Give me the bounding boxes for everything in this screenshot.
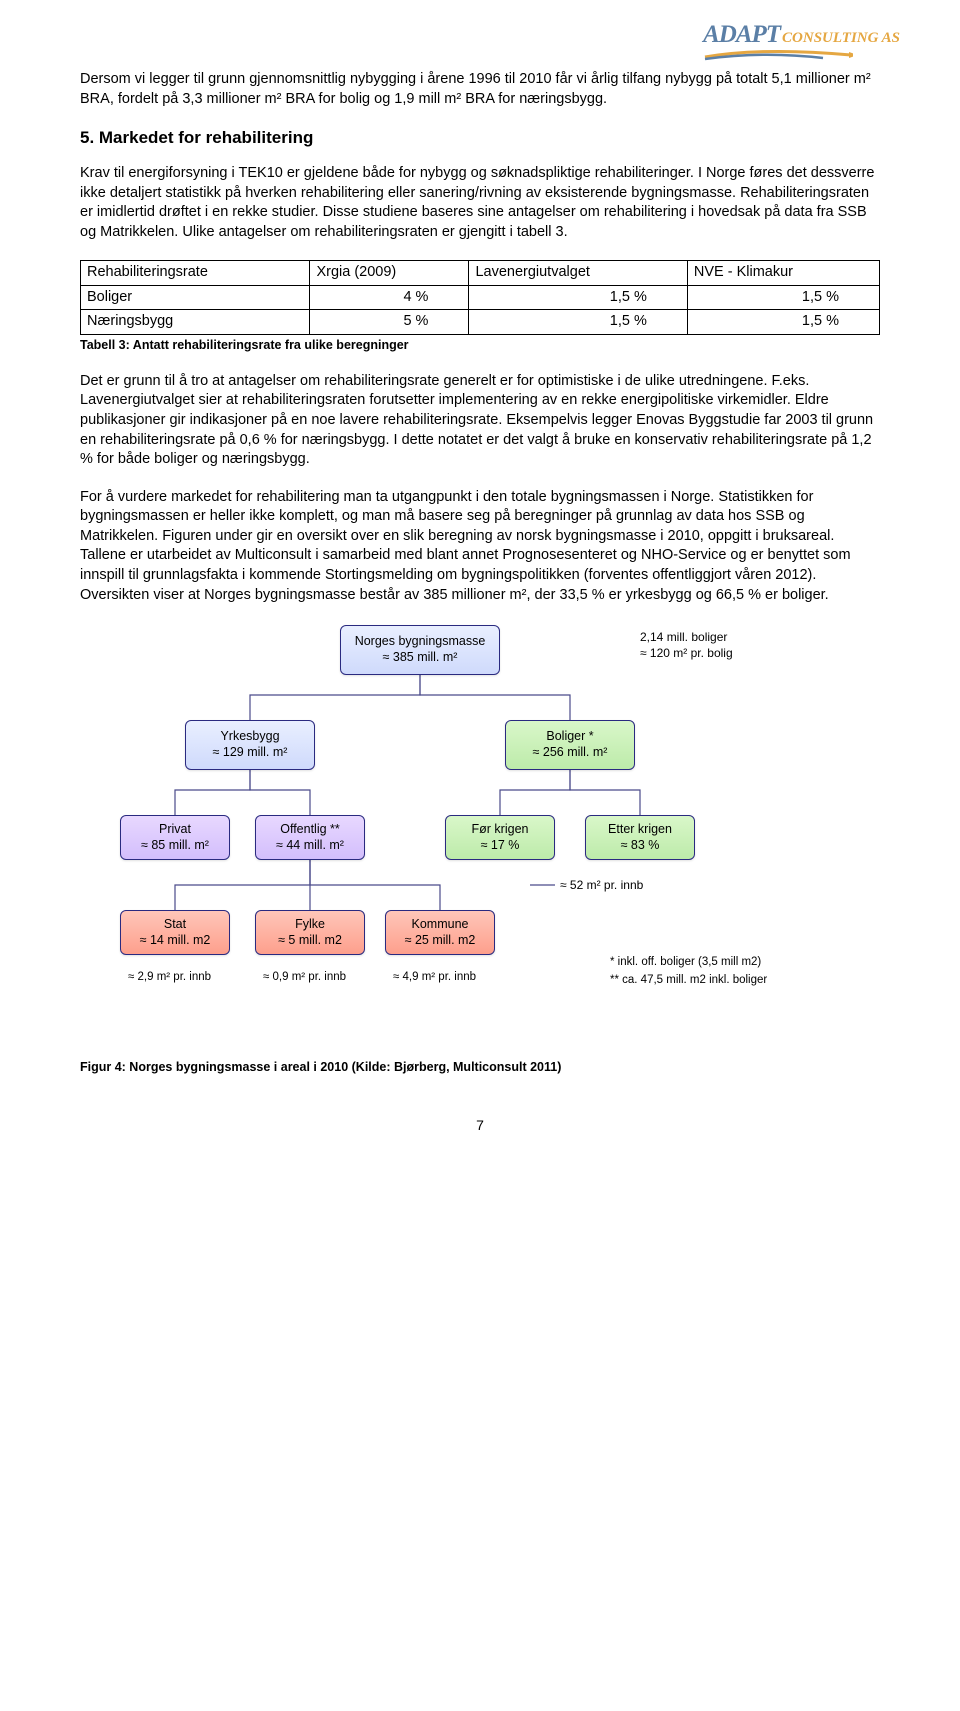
node-title: Stat (127, 917, 223, 933)
node-value: ≈ 44 mill. m² (262, 838, 358, 854)
node-boliger: Boliger * ≈ 256 mill. m² (505, 720, 635, 770)
section-heading: 5. Markedet for rehabilitering (80, 127, 880, 150)
legend-2: ** ca. 47,5 mill. m2 inkl. boliger (610, 973, 767, 988)
node-title: Norges bygningsmasse (347, 634, 493, 650)
node-title: Privat (127, 822, 223, 838)
th: NVE - Klimakur (687, 261, 879, 286)
paragraph-4: For å vurdere markedet for rehabiliterin… (80, 488, 880, 605)
company-logo: ADAPTCONSULTING AS (703, 18, 900, 59)
paragraph-intro: Dersom vi legger til grunn gjennomsnittl… (80, 70, 880, 109)
node-value: ≈ 14 mill. m2 (127, 933, 223, 949)
node-root: Norges bygningsmasse ≈ 385 mill. m² (340, 625, 500, 675)
logo-sub: CONSULTING AS (782, 30, 900, 46)
th: Xrgia (2009) (310, 261, 469, 286)
node-value: ≈ 385 mill. m² (347, 650, 493, 666)
table-header-row: Rehabiliteringsrate Xrgia (2009) Lavener… (81, 261, 880, 286)
node-title: Etter krigen (592, 822, 688, 838)
th: Rehabiliteringsrate (81, 261, 310, 286)
paragraph-3: Det er grunn til å tro at antagelser om … (80, 372, 880, 470)
td: 1,5 % (687, 310, 879, 335)
node-title: Boliger * (512, 729, 628, 745)
td: 4 % (310, 285, 469, 310)
rehab-rate-table: Rehabiliteringsrate Xrgia (2009) Lavener… (80, 260, 880, 335)
node-stat: Stat ≈ 14 mill. m2 (120, 910, 230, 955)
node-offentlig: Offentlig ** ≈ 44 mill. m² (255, 815, 365, 860)
node-fylke: Fylke ≈ 5 mill. m2 (255, 910, 365, 955)
node-title: Fylke (262, 917, 358, 933)
table-row: Næringsbygg 5 % 1,5 % 1,5 % (81, 310, 880, 335)
td: 1,5 % (687, 285, 879, 310)
node-value: ≈ 129 mill. m² (192, 745, 308, 761)
td: 5 % (310, 310, 469, 335)
foot-stat: ≈ 2,9 m² pr. innb (128, 970, 211, 985)
foot-kommune: ≈ 4,9 m² pr. innb (393, 970, 476, 985)
node-kommune: Kommune ≈ 25 mill. m2 (385, 910, 495, 955)
node-yrkesbygg: Yrkesbygg ≈ 129 mill. m² (185, 720, 315, 770)
legend-1: * inkl. off. boliger (3,5 mill m2) (610, 955, 761, 970)
node-value: ≈ 256 mill. m² (512, 745, 628, 761)
node-etter-krigen: Etter krigen ≈ 83 % (585, 815, 695, 860)
node-title: Offentlig ** (262, 822, 358, 838)
th: Lavenergiutvalget (469, 261, 687, 286)
node-value: ≈ 83 % (592, 838, 688, 854)
td: Boliger (81, 285, 310, 310)
node-title: Kommune (392, 917, 488, 933)
node-value: ≈ 85 mill. m² (127, 838, 223, 854)
td: Næringsbygg (81, 310, 310, 335)
annot-line: 2,14 mill. boliger (640, 630, 733, 646)
node-privat: Privat ≈ 85 mill. m² (120, 815, 230, 860)
figure-caption: Figur 4: Norges bygningsmasse i areal i … (80, 1059, 880, 1076)
node-title: Før krigen (452, 822, 548, 838)
page-number: 7 (80, 1116, 880, 1135)
logo-brand: ADAPT (703, 21, 780, 48)
paragraph-2: Krav til energiforsyning i TEK10 er gjel… (80, 164, 880, 242)
table-caption: Tabell 3: Antatt rehabiliteringsrate fra… (80, 337, 880, 354)
annot-line: ≈ 120 m² pr. bolig (640, 646, 733, 662)
annot-root: 2,14 mill. boliger ≈ 120 m² pr. bolig (640, 630, 733, 661)
td: 1,5 % (469, 310, 687, 335)
foot-fylke: ≈ 0,9 m² pr. innb (263, 970, 346, 985)
node-for-krigen: Før krigen ≈ 17 % (445, 815, 555, 860)
node-value: ≈ 5 mill. m2 (262, 933, 358, 949)
td: 1,5 % (469, 285, 687, 310)
annot-52: ≈ 52 m² pr. innb (560, 878, 643, 894)
node-value: ≈ 17 % (452, 838, 548, 854)
building-stock-diagram: Norges bygningsmasse ≈ 385 mill. m² 2,14… (80, 625, 880, 1045)
node-title: Yrkesbygg (192, 729, 308, 745)
node-value: ≈ 25 mill. m2 (392, 933, 488, 949)
table-row: Boliger 4 % 1,5 % 1,5 % (81, 285, 880, 310)
